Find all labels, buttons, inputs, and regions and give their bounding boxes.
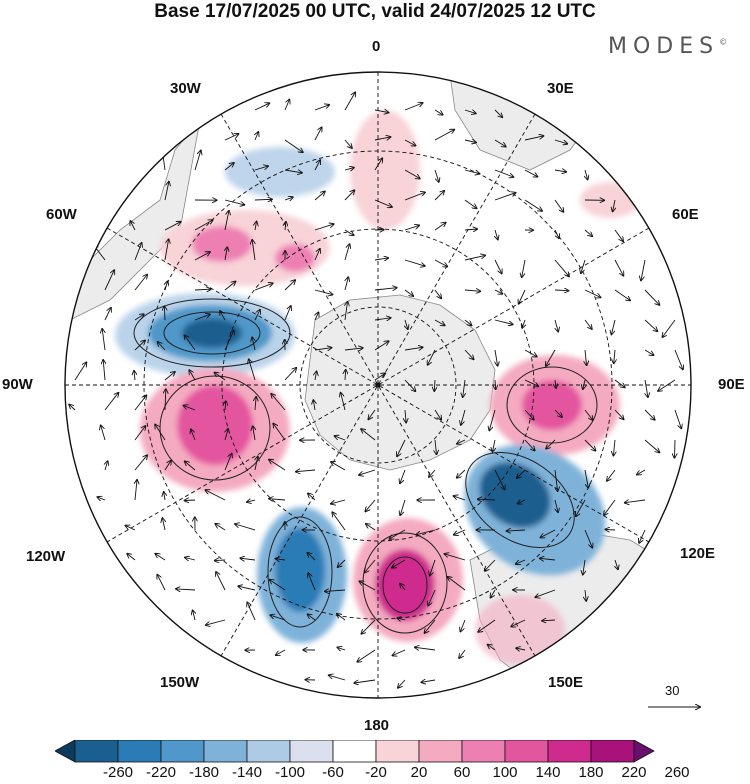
- colorbar-swatch: [462, 740, 505, 762]
- positive-anomaly-north: [350, 110, 420, 230]
- colorbar-swatch: [333, 740, 376, 762]
- colorbar-swatch: [161, 740, 204, 762]
- label-120e: 120E: [680, 545, 715, 562]
- colorbar-tick-label: 60: [454, 764, 471, 781]
- label-150e: 150E: [548, 674, 583, 691]
- colorbar-swatch: [204, 740, 247, 762]
- colorbar-swatch: [419, 740, 462, 762]
- colorbar-tick-label: -180: [189, 764, 219, 781]
- label-90w: 90W: [2, 376, 33, 393]
- colorbar-tick-label: -140: [232, 764, 262, 781]
- label-30w: 30W: [170, 80, 201, 97]
- colorbar-high-extension: [634, 740, 654, 762]
- label-120w: 120W: [26, 548, 65, 565]
- colorbar-tick-label: 20: [411, 764, 428, 781]
- label-90e: 90E: [718, 376, 745, 393]
- colorbar-swatch: [376, 740, 419, 762]
- reference-vector-label: 30: [665, 683, 679, 698]
- label-30e: 30E: [547, 80, 574, 97]
- colorbar-swatch: [591, 740, 634, 762]
- colorbar-tick-label: -60: [322, 764, 344, 781]
- colorbar: [55, 740, 705, 764]
- wind-arrow: [164, 306, 165, 320]
- colorbar-swatch: [75, 740, 118, 762]
- colorbar-tick-label: 140: [535, 764, 560, 781]
- label-150w: 150W: [160, 674, 199, 691]
- colorbar-tick-label: 260: [664, 764, 689, 781]
- colorbar-swatch: [247, 740, 290, 762]
- colorbar-tick-label: 180: [578, 764, 603, 781]
- colorbar-swatch: [505, 740, 548, 762]
- wind-arrow: [675, 440, 676, 458]
- colorbar-tick-label: 100: [492, 764, 517, 781]
- wind-arrow: [605, 529, 615, 530]
- colorbar-tick-label: -100: [275, 764, 305, 781]
- colorbar-tick-label: -220: [146, 764, 176, 781]
- wind-arrow: [215, 560, 225, 561]
- polar-map: [0, 0, 750, 740]
- colorbar-tick-label: 220: [621, 764, 646, 781]
- label-0: 0: [372, 38, 380, 55]
- colorbar-tick-label: -20: [365, 764, 387, 781]
- colorbar-low-extension: [55, 740, 75, 762]
- colorbar-tick-label: -260: [103, 764, 133, 781]
- colorbar-swatch: [118, 740, 161, 762]
- colorbar-swatch: [290, 740, 333, 762]
- colorbar-swatch: [548, 740, 591, 762]
- label-60w: 60W: [46, 206, 77, 223]
- wind-arrow: [185, 500, 196, 501]
- negative-anomaly-north: [225, 147, 335, 197]
- colorbar-tick-labels: -260 -220 -180 -140 -100 -60 -20 20 60 100 140 180 2…: [0, 764, 750, 784]
- label-180: 180: [364, 717, 389, 734]
- label-60e: 60E: [672, 206, 699, 223]
